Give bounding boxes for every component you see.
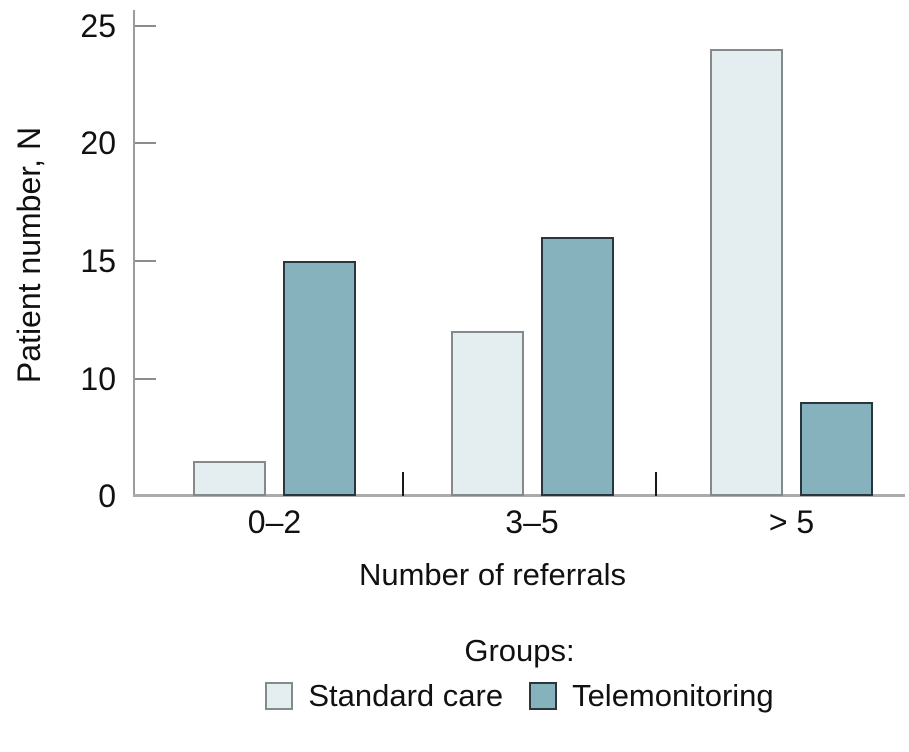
legend-item-telemonitoring: Telemonitoring (529, 678, 774, 714)
y-tick-label-20: 20 (80, 125, 116, 161)
y-tick-10 (135, 377, 156, 380)
legend-label: Telemonitoring (572, 678, 774, 713)
bar-telemonitoring-0 (283, 260, 356, 496)
x-axis-title: Number of referrals (358, 557, 627, 592)
legend-swatch-0 (265, 682, 294, 710)
legend: Standard care Telemonitoring (134, 678, 905, 714)
bar-standard-care-2 (710, 49, 783, 496)
category-label-1: 3–5 (505, 504, 559, 540)
y-tick-20 (135, 142, 156, 144)
y-tick-25 (135, 24, 156, 27)
bar-telemonitoring-1 (540, 237, 614, 496)
legend-item-standard-care: Standard care (265, 678, 503, 714)
bar-telemonitoring-2 (800, 402, 873, 496)
y-tick-15 (135, 259, 156, 262)
bar-standard-care-1 (450, 331, 524, 496)
y-axis-line (133, 10, 135, 496)
category-label-0: 0–2 (247, 504, 302, 540)
legend-title: Groups: (464, 633, 575, 668)
divider-tick-0 (402, 472, 404, 496)
bar-standard-care-0 (193, 460, 266, 496)
category-label-2: > 5 (768, 504, 815, 540)
legend-label: Standard care (308, 678, 504, 713)
y-tick-label-10: 10 (80, 360, 116, 397)
y-tick-label-15: 15 (80, 242, 116, 279)
legend-swatch-1 (529, 682, 558, 710)
divider-tick-1 (655, 472, 657, 496)
y-tick-label-0: 0 (98, 478, 116, 514)
y-tick-label-25: 25 (80, 7, 116, 44)
